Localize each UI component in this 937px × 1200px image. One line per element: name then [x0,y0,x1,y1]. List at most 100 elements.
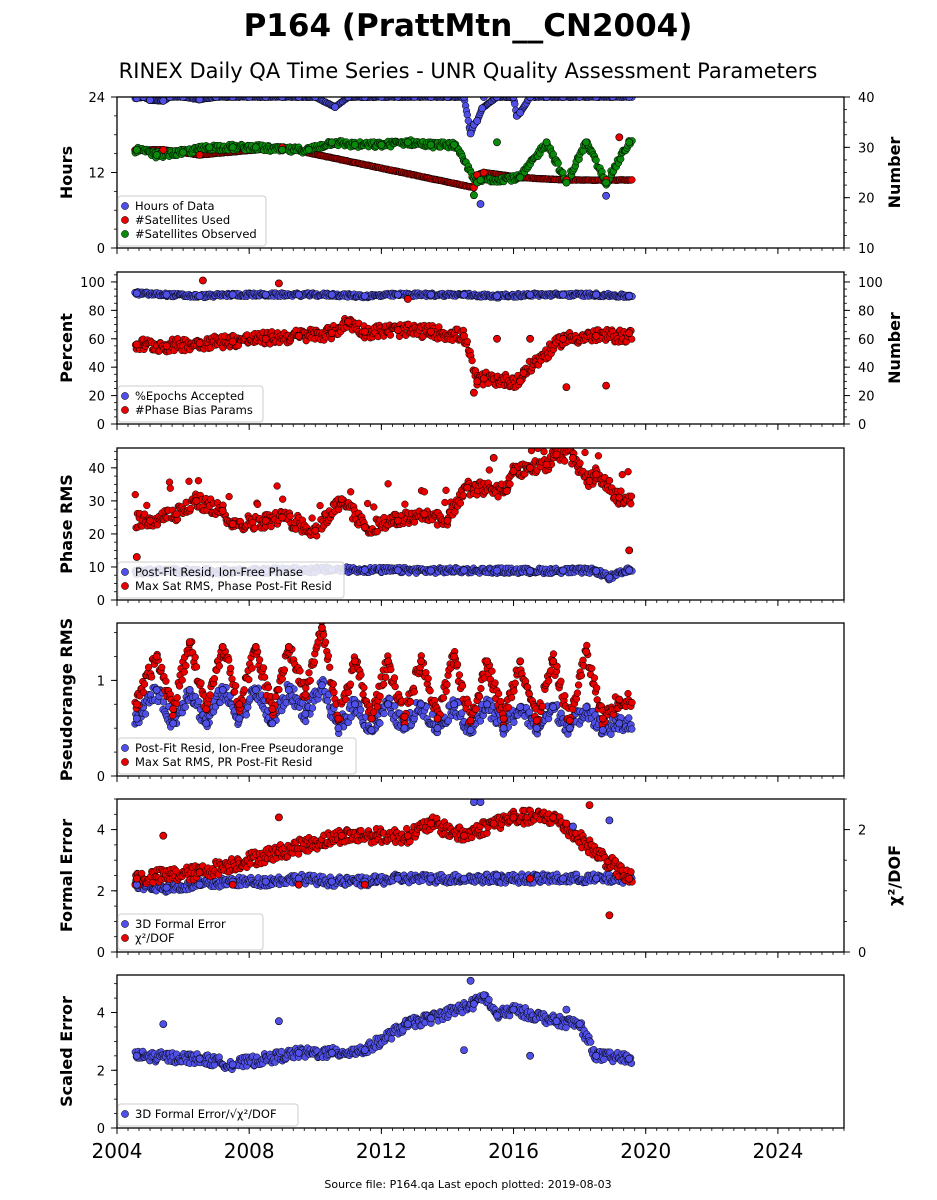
data-point [393,516,402,525]
scatter-point [296,667,304,675]
y-tick-label: 100 [80,276,105,291]
data-point [278,513,287,522]
scatter-point [618,470,626,479]
scatter-point [165,478,174,486]
scatter-point [554,159,562,167]
scatter-point [561,457,569,465]
scatter-point [245,675,253,684]
y2-tick-label: 100 [858,276,883,291]
data-point [261,516,270,525]
data-point [132,553,141,561]
legend-label: #Phase Bias Params [135,403,253,417]
data-point [526,290,534,299]
data-point [274,279,283,288]
scatter-point [186,504,195,513]
scatter-point [286,512,294,520]
data-point [592,290,601,299]
scatter-point [305,669,313,677]
data-point [192,496,201,505]
x-axis [116,424,845,430]
x-axis [116,600,845,606]
y2-tick-label: 10 [858,242,875,257]
scatter-cloud [131,448,636,584]
legend-label: %Epochs Accepted [135,389,244,403]
y2-tick-label: 30 [858,141,875,156]
data-point [360,523,369,532]
scatter-point [192,663,201,671]
legend: Hours of Data#Satellites Used#Satellites… [117,195,267,247]
data-point [542,460,551,469]
data-point [466,129,475,138]
data-point [473,117,482,125]
data-point [489,453,498,462]
y-tick-label: 60 [88,333,105,348]
data-point [195,150,204,159]
scatter-point [240,686,248,694]
scatter-point [278,675,286,683]
data-point [278,145,287,154]
data-point [460,331,468,340]
data-point [420,510,429,518]
scatter-point [194,697,203,706]
legend-label: #Satellites Used [135,213,230,227]
scatter-point [329,680,337,688]
scatter-point [230,688,239,696]
scatter-point [259,664,268,672]
y2-tick-label: 20 [858,192,875,207]
scatter-point [232,682,240,690]
data-point [542,138,551,147]
data-point [479,374,488,383]
scatter-point [308,704,317,712]
scatter-point [178,676,186,684]
data-point [493,292,501,300]
y-tick-label: 80 [88,304,105,319]
scatter-point [306,676,314,685]
data-point [344,317,353,326]
y-tick-label: 20 [88,390,105,405]
scatter-point [376,692,384,700]
data-point [159,145,168,154]
scatter-point [387,665,395,674]
data-point [592,470,601,479]
scatter-point [166,484,174,492]
data-point [625,329,634,337]
scatter-point [463,111,471,119]
y-tick-label: 0 [97,594,105,609]
scatter-point [159,698,168,706]
y-tick-label: 20 [88,528,105,543]
scatter-point [225,492,233,501]
scatter-point [506,480,514,488]
data-point [146,516,154,525]
y-tick-label: 40 [88,361,105,376]
data-point [592,331,601,340]
y2-tick-label: 20 [858,390,875,405]
data-point [559,290,567,299]
scatter-point [401,500,409,508]
data-point [516,377,525,386]
scatter-point [576,459,584,467]
scatter-point [162,677,170,685]
legend-box [117,195,267,247]
legend-label: Max Sat RMS, Phase Post-Fit Resid [135,579,332,593]
scatter-point [386,331,395,339]
data-point [152,150,161,159]
data-point [559,566,567,575]
data-point [393,326,402,335]
data-point [195,339,204,347]
data-point [569,453,577,462]
data-point [311,526,320,535]
scatter-point [344,688,353,697]
data-point [585,477,594,485]
scatter-point [139,688,148,696]
data-point [377,140,386,149]
data-point [625,138,634,147]
scatter-point [510,718,518,726]
scatter-point [346,680,355,688]
scatter-point [308,514,316,522]
scatter-point [182,662,190,670]
data-point [552,450,561,459]
